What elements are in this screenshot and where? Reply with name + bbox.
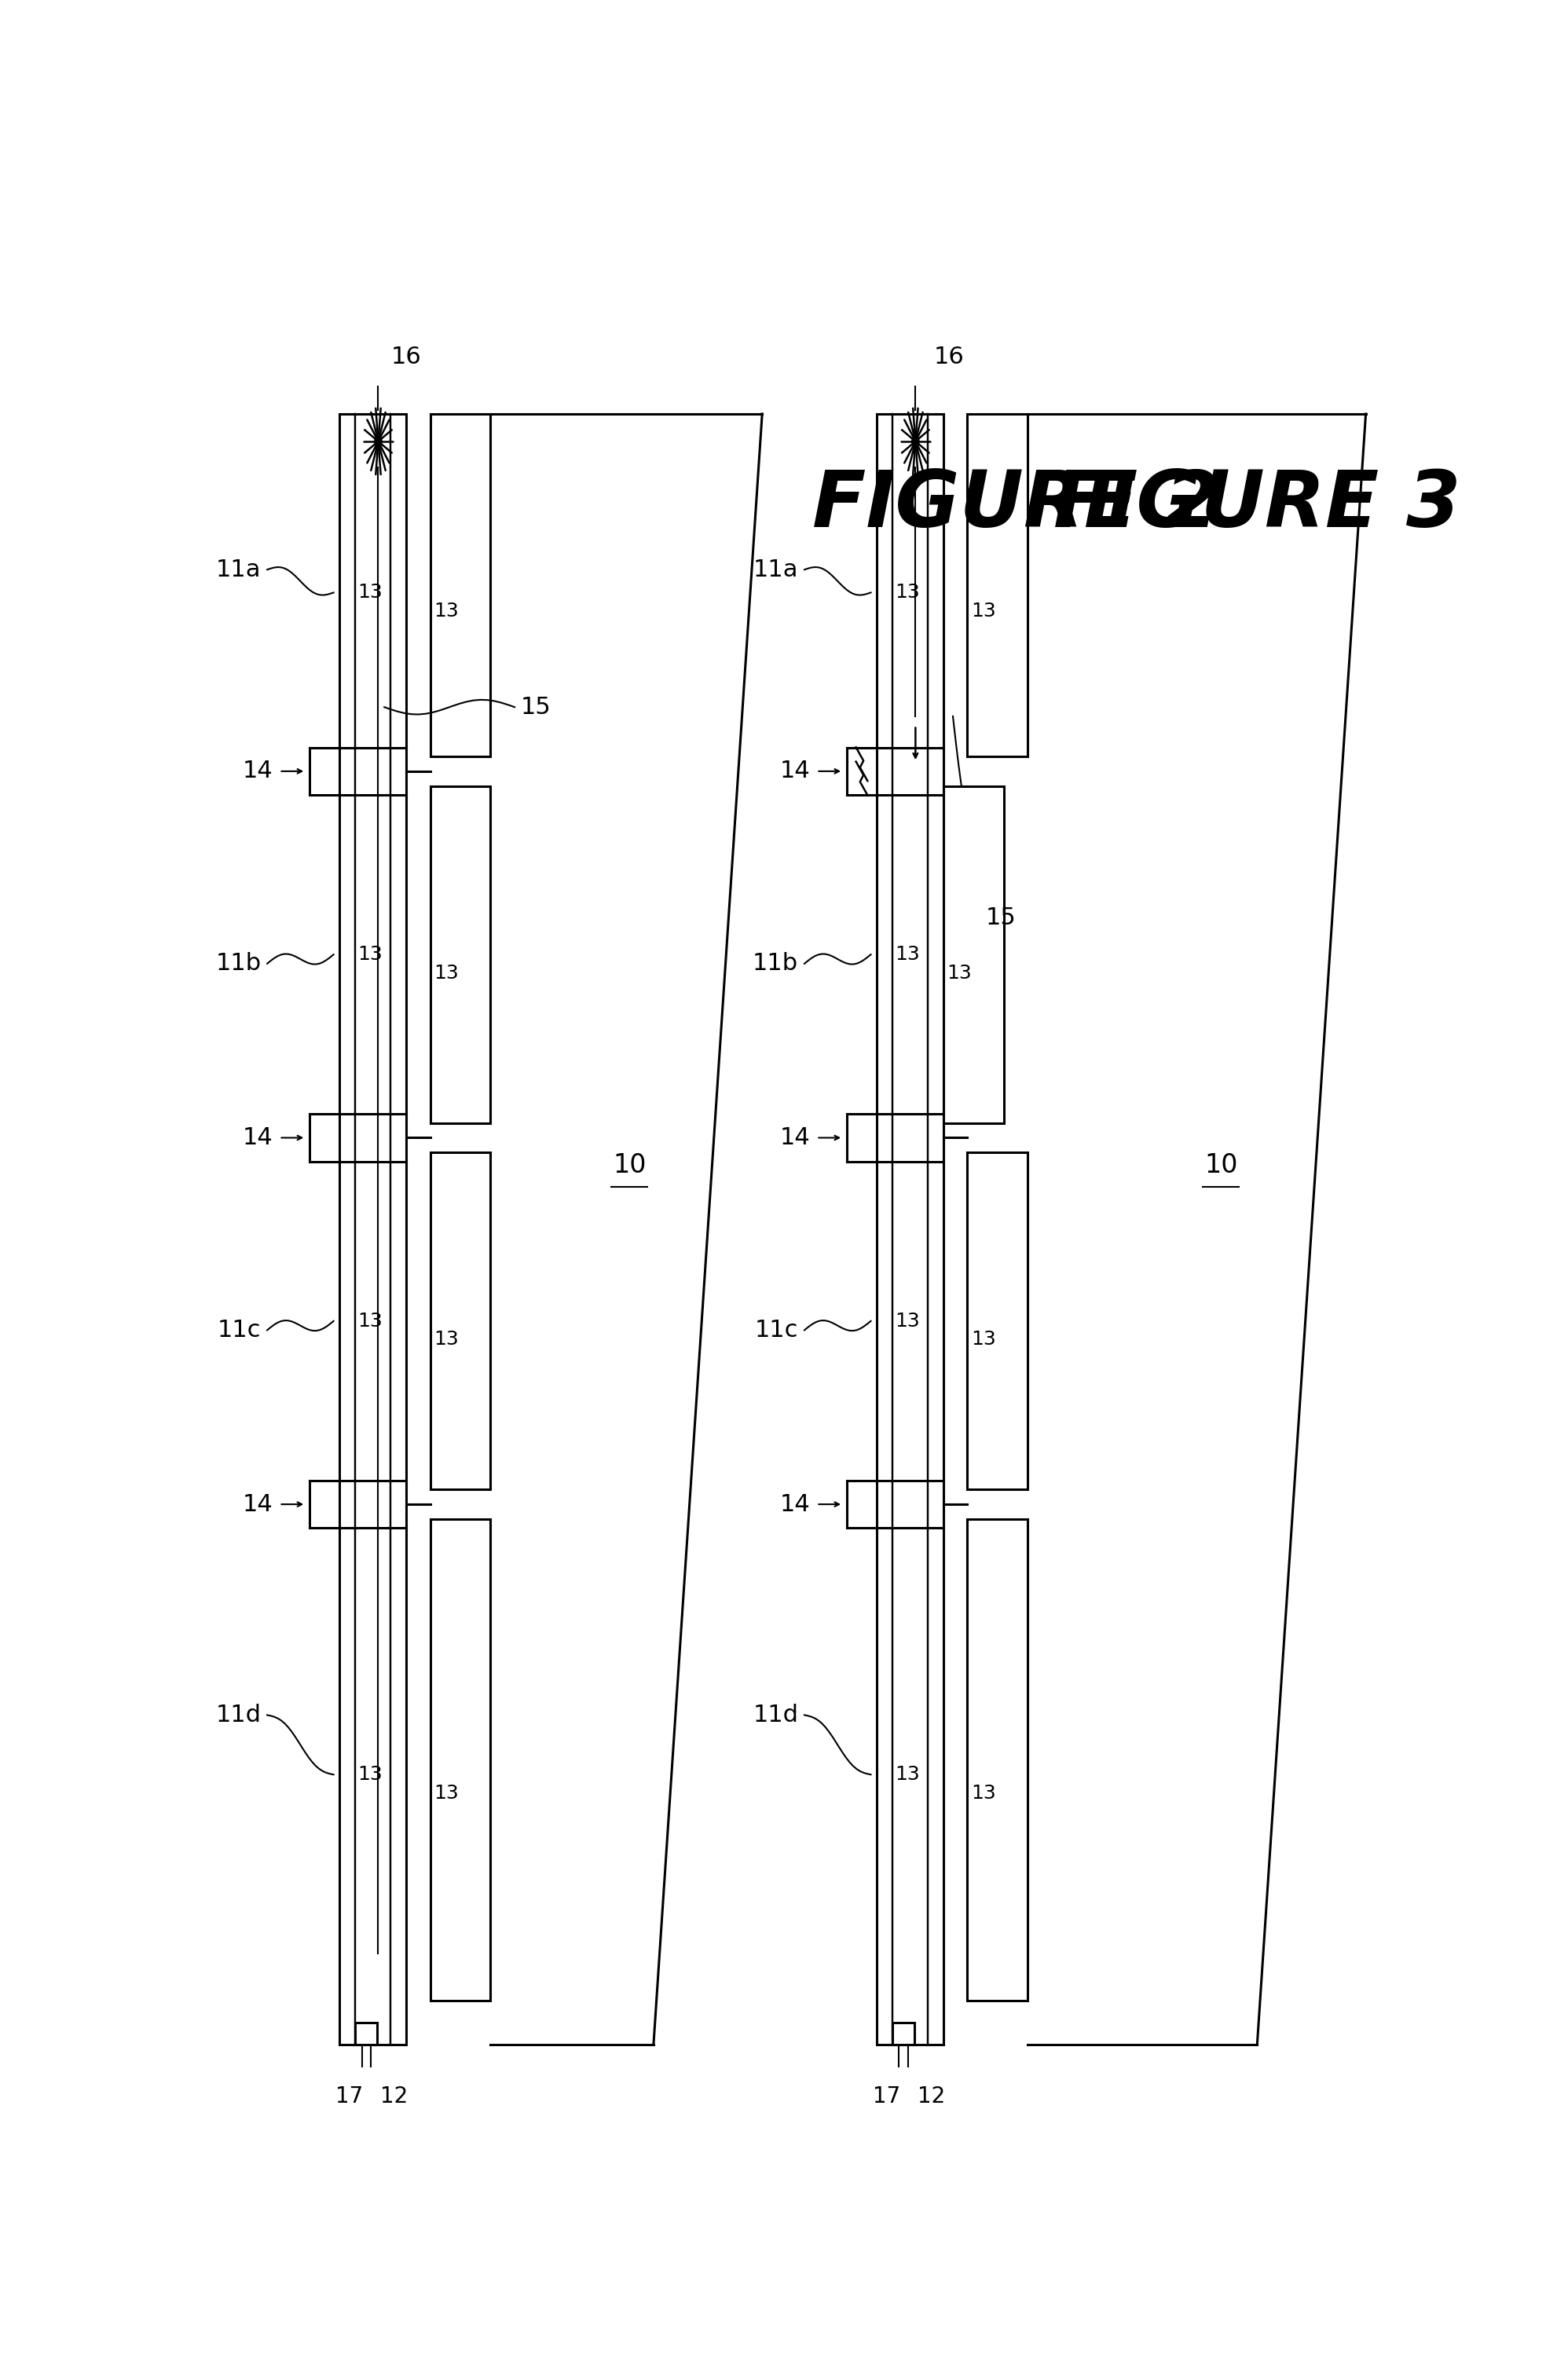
Bar [430,414,490,757]
Bar [355,2023,377,2044]
Text: 16: 16 [934,345,964,369]
Text: 14: 14 [780,1492,810,1516]
Text: 14: 14 [780,1126,810,1150]
Text: 13: 13 [894,945,920,964]
Bar [430,785,490,1123]
Bar [967,1518,1028,2002]
Text: 13: 13 [433,1783,458,1802]
Text: 14: 14 [243,1126,272,1150]
Bar [942,785,1003,1123]
Bar [877,414,944,2044]
Bar [967,414,1028,757]
Text: 10: 10 [1204,1152,1236,1178]
Text: 11a: 11a [754,559,797,581]
Text: 13: 13 [433,964,458,983]
Text: 13: 13 [358,1311,383,1330]
Text: 14: 14 [243,1492,272,1516]
Text: 13: 13 [358,583,383,602]
Text: 11a: 11a [216,559,262,581]
Bar [430,1152,490,1490]
Text: 13: 13 [970,1330,995,1349]
Text: 10: 10 [612,1152,646,1178]
Bar [892,2023,914,2044]
Text: 11b: 11b [752,952,797,976]
Text: 17: 17 [335,2085,363,2106]
Text: 14: 14 [780,759,810,783]
Text: 13: 13 [947,964,972,983]
Text: 11d: 11d [215,1704,262,1726]
Text: 15: 15 [986,907,1015,928]
Bar [967,1152,1028,1490]
Bar [430,1518,490,2002]
Text: 13: 13 [970,1783,995,1802]
Circle shape [911,436,919,447]
Text: 11d: 11d [752,1704,797,1726]
Text: 12: 12 [380,2085,408,2106]
Text: 12: 12 [917,2085,945,2106]
Text: 13: 13 [433,1330,458,1349]
Text: 13: 13 [894,1766,920,1785]
Text: 13: 13 [433,602,458,621]
Text: 15: 15 [520,695,551,719]
Text: FIGURE 2: FIGURE 2 [811,466,1219,543]
Text: 11b: 11b [215,952,262,976]
Text: 13: 13 [970,602,995,621]
Circle shape [374,436,381,447]
Text: 17: 17 [872,2085,900,2106]
Text: FIGURE 3: FIGURE 3 [1053,466,1460,543]
Text: 13: 13 [358,945,383,964]
Text: 11c: 11c [755,1319,797,1342]
Text: 14: 14 [243,759,272,783]
Bar [339,414,406,2044]
Text: 13: 13 [894,1311,920,1330]
Text: 13: 13 [358,1766,383,1785]
Text: 13: 13 [894,583,920,602]
Text: 16: 16 [391,345,420,369]
Text: 11c: 11c [218,1319,262,1342]
